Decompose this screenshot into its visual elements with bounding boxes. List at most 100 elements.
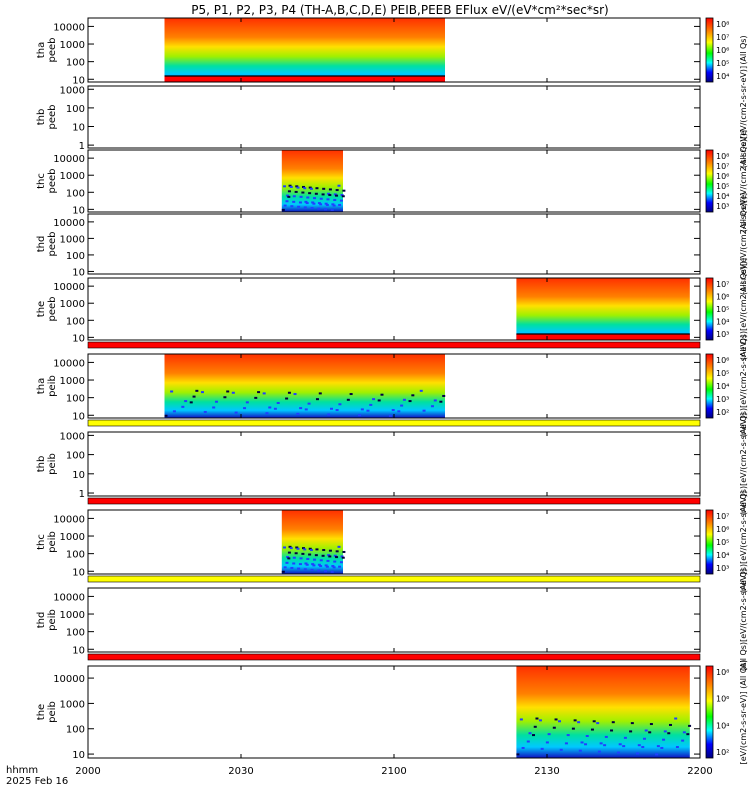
- spectrogram-noise: [366, 409, 370, 412]
- spectrogram-noise: [288, 545, 292, 548]
- y-axis-label: the: [36, 301, 47, 317]
- x-tick-label: 2130: [534, 766, 559, 777]
- spectrogram-noise: [535, 717, 539, 720]
- spectrogram-noise: [604, 735, 608, 738]
- spectrogram-noise: [328, 549, 332, 552]
- spectrogram-noise: [164, 414, 168, 417]
- spectrogram-noise: [292, 195, 296, 198]
- y-tick-label: 1: [79, 489, 85, 500]
- spectrogram-noise: [577, 721, 581, 724]
- y-axis-label: the: [36, 704, 47, 720]
- spectrogram-noise: [312, 564, 316, 567]
- colorbar-label: (All Qs)[eV/(cm2-s-sr-eV)]: [739, 66, 748, 168]
- spectrogram-noise: [327, 413, 331, 416]
- y-tick-label: 10: [72, 645, 85, 656]
- spectrogram-noise: [306, 558, 310, 560]
- spectrogram-noise: [674, 717, 678, 720]
- spectrogram-noise: [333, 560, 337, 563]
- spectrogram-noise: [335, 189, 339, 192]
- time-label: hhmm: [6, 765, 38, 776]
- spectrogram-noise: [339, 561, 343, 564]
- spectrogram-noise: [430, 405, 434, 408]
- spectrogram-noise: [203, 410, 207, 413]
- spectrogram-noise: [287, 551, 291, 554]
- colorbar-tick-label: 10⁵: [716, 538, 729, 547]
- colorbar: [705, 353, 714, 419]
- spectrogram-noise: [584, 743, 588, 746]
- colorbar-tick-label: 10⁶: [716, 46, 729, 55]
- y-axis-label: peib: [47, 701, 58, 723]
- spectrogram-noise: [170, 390, 174, 393]
- y-tick-label: 100: [66, 394, 85, 405]
- spectrogram-noise: [257, 391, 261, 394]
- spectrogram-noise: [346, 398, 350, 401]
- spectrogram-noise: [637, 744, 641, 747]
- spectrogram-noise: [688, 724, 692, 727]
- spectrogram-noise: [295, 185, 299, 188]
- spectrogram-noise: [630, 722, 634, 725]
- y-tick-label: 100: [66, 628, 85, 639]
- spectrogram-noise: [611, 721, 615, 724]
- spectrogram-noise: [189, 401, 193, 404]
- spectrogram-noise: [571, 727, 575, 730]
- spectrogram-noise: [305, 202, 309, 205]
- spectrogram-noise: [287, 190, 291, 193]
- y-tick-label: 10: [72, 205, 85, 216]
- spectrogram-noise: [287, 391, 291, 394]
- spectrogram-noise: [623, 736, 627, 739]
- y-tick-label: 10: [72, 75, 85, 86]
- spectrogram-noise: [318, 392, 322, 395]
- y-tick-label: 10000: [53, 218, 85, 229]
- colorbar-tick-label: 10⁶: [716, 293, 729, 302]
- panel-frame: [87, 213, 701, 275]
- spectrogram-fill: [516, 278, 690, 340]
- spectrogram-noise: [330, 570, 334, 573]
- spectrogram-noise: [303, 206, 307, 209]
- x-tick-label: 2100: [381, 766, 406, 777]
- spectrogram-noise: [311, 201, 315, 204]
- spectrogram-noise: [592, 720, 596, 723]
- spectrogram-noise: [181, 405, 185, 408]
- colorbar-tick-label: 10⁵: [716, 182, 729, 191]
- spectrogram-noise: [349, 393, 353, 396]
- y-tick-label: 100: [66, 550, 85, 561]
- spectrogram-noise: [310, 207, 314, 210]
- spectrogram-noise: [317, 202, 321, 205]
- y-tick-label: 10: [72, 750, 85, 761]
- spectrogram-noise: [309, 549, 313, 552]
- y-axis-label: thd: [36, 612, 47, 629]
- y-axis-label: peeb: [47, 38, 58, 63]
- colorbar-tick-label: 10⁴: [716, 192, 729, 201]
- spectrogram-noise: [341, 556, 345, 559]
- spectrogram-noise: [321, 554, 325, 557]
- mode-indicator-bar: [87, 497, 701, 505]
- spectrogram-noise: [297, 567, 301, 570]
- colorbar-tick-label: 10⁵: [716, 59, 729, 68]
- y-tick-label: 10000: [53, 22, 85, 33]
- spectrogram-noise: [332, 566, 336, 569]
- spectrogram-noise: [325, 203, 329, 206]
- spectrogram-noise: [545, 741, 549, 744]
- spectrogram-noise: [290, 566, 294, 569]
- colorbar-tick-label: 10⁴: [716, 721, 729, 730]
- spectrogram-noise: [622, 745, 626, 748]
- colorbar-tick-label: 10⁶: [716, 525, 729, 534]
- panel-the-peeb: 10 100 1000 10000 the peeb 10⁷ 10⁶ 10⁵ 10⁴ 10³ (All…: [36, 258, 748, 360]
- spectrogram-noise: [226, 390, 230, 393]
- spectrogram-noise: [324, 564, 328, 567]
- spectrogram-noise: [564, 742, 568, 745]
- x-axis: 2000 2030 2100 2130 2200: [75, 754, 713, 777]
- spectrogram-noise: [662, 738, 666, 741]
- spectrogram-noise: [554, 718, 558, 721]
- spectrogram-noise: [303, 568, 307, 571]
- y-axis-label: thb: [36, 109, 47, 126]
- y-tick-label: 100: [66, 58, 85, 69]
- spectrogram-noise: [317, 207, 321, 210]
- spectrogram-noise: [285, 561, 289, 564]
- spectrogram-noise: [273, 407, 277, 410]
- spectrogram-noise: [313, 197, 317, 200]
- y-tick-label: 100: [66, 451, 85, 462]
- mode-indicator-bar: [87, 341, 701, 349]
- spectrogram-noise: [327, 554, 331, 557]
